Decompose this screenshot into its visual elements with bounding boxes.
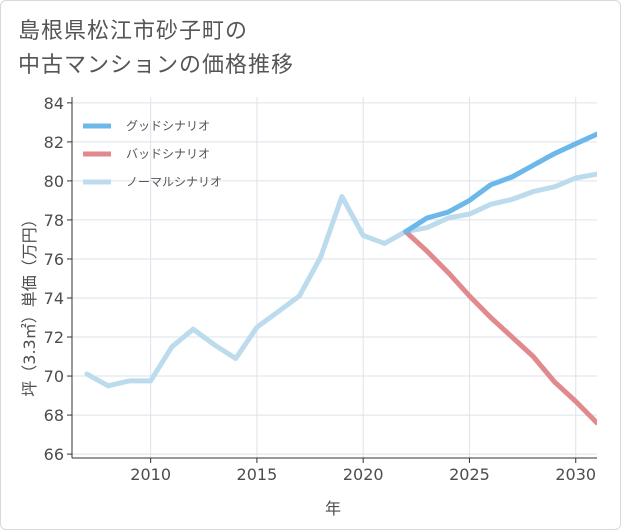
grid xyxy=(72,97,597,458)
y-tick-label: 70 xyxy=(44,367,64,386)
legend-label-bad: バッドシナリオ xyxy=(126,147,210,161)
y-tick-label: 68 xyxy=(44,406,64,425)
y-tick-label: 76 xyxy=(44,250,64,269)
chart-title-line-2: 中古マンションの価格推移 xyxy=(18,53,295,78)
series-lines xyxy=(84,131,597,426)
tick-labels: 66 68 70 72 74 76 78 80 82 84 2010 2015 2020 2025 2030 xyxy=(44,94,596,484)
series-line-good xyxy=(403,131,597,235)
y-tick-label: 66 xyxy=(44,445,64,464)
x-tick-label: 2015 xyxy=(237,465,278,484)
chart-title-line-1: 島根県松江市砂子町の xyxy=(18,19,249,44)
x-tick-label: 2020 xyxy=(343,465,384,484)
y-axis-label: 坪（3.3㎡）単価（万円） xyxy=(20,211,39,396)
chart-title: 島根県松江市砂子町の 中古マンションの価格推移 xyxy=(18,15,294,83)
x-axis-label: 年 xyxy=(325,499,341,518)
series-line-bad xyxy=(403,229,597,426)
y-tick-label: 84 xyxy=(44,94,64,113)
x-tick-label: 2010 xyxy=(130,465,171,484)
series-line-normal xyxy=(84,171,597,389)
axes xyxy=(67,97,597,463)
legend-label-normal: ノーマルシナリオ xyxy=(126,175,222,189)
x-tick-label: 2025 xyxy=(449,465,490,484)
x-tick-label: 2030 xyxy=(555,465,596,484)
legend-label-good: グッドシナリオ xyxy=(126,119,210,133)
y-tick-label: 78 xyxy=(44,211,64,230)
y-tick-label: 74 xyxy=(44,289,64,308)
y-tick-label: 82 xyxy=(44,133,64,152)
y-tick-label: 72 xyxy=(44,328,64,347)
y-tick-label: 80 xyxy=(44,172,64,191)
